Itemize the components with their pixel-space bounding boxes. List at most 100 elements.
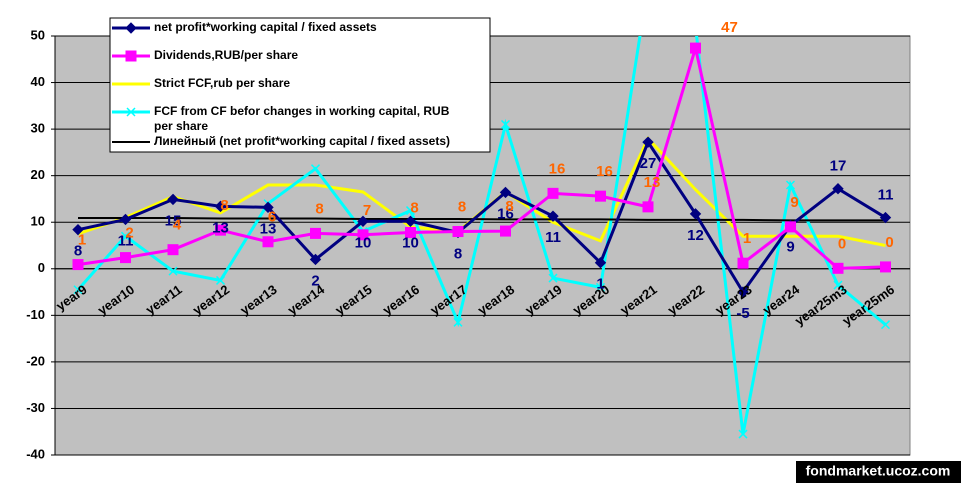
marker	[309, 253, 322, 266]
marker	[690, 42, 701, 54]
marker	[738, 429, 748, 439]
marker	[547, 210, 559, 222]
marker	[72, 223, 84, 236]
legend-label: Strict FCF,rub per share	[154, 76, 290, 90]
marker	[452, 226, 464, 238]
marker	[500, 119, 511, 129]
data-label: 1	[743, 230, 751, 247]
marker	[880, 320, 891, 330]
legend-label: FCF from CF befor changes in working cap…	[154, 104, 450, 133]
data-label: 9	[790, 194, 798, 211]
marker	[214, 200, 227, 213]
marker	[453, 317, 463, 327]
marker	[72, 259, 84, 271]
data-label: 9	[786, 238, 794, 255]
marker	[167, 244, 179, 256]
marker	[125, 50, 137, 62]
marker	[120, 252, 131, 264]
marker	[404, 215, 417, 227]
marker	[737, 257, 749, 269]
watermark-bg	[796, 461, 961, 483]
data-label: 47	[721, 19, 738, 36]
data-label: 11	[118, 232, 134, 249]
data-label: 7	[363, 202, 371, 219]
data-label: 8	[454, 245, 462, 262]
data-label: 10	[402, 234, 419, 251]
marker	[547, 187, 559, 199]
y-tick-label: -10	[26, 307, 45, 322]
marker	[262, 201, 274, 214]
data-label: 16	[497, 205, 514, 222]
marker	[832, 182, 844, 195]
data-label: 8	[505, 198, 513, 215]
marker	[310, 227, 321, 239]
data-label: 13	[644, 174, 661, 191]
marker	[357, 229, 369, 241]
marker	[357, 215, 369, 227]
marker	[548, 273, 558, 283]
marker	[215, 275, 226, 285]
legend-line: per share	[154, 119, 208, 133]
data-label: 13	[260, 220, 277, 237]
marker	[785, 180, 796, 190]
data-label: 16	[596, 163, 613, 180]
marker	[595, 282, 606, 292]
watermark: fondmarket.ucoz.com	[806, 463, 951, 479]
marker	[126, 107, 136, 117]
marker	[405, 206, 416, 216]
y-tick-label: 30	[31, 121, 45, 136]
data-label: 10	[355, 234, 372, 251]
marker	[125, 22, 137, 34]
legend-box	[109, 17, 491, 153]
y-tick-label: 10	[31, 214, 45, 229]
series-line	[77, 42, 886, 270]
data-label: 8	[74, 243, 82, 260]
marker	[120, 231, 131, 241]
data-label: -5	[736, 305, 749, 322]
series-line	[77, 138, 887, 295]
y-tick-label: 50	[31, 27, 45, 42]
data-label: 0	[838, 235, 846, 252]
y-tick-label: 20	[31, 167, 45, 182]
data-label: 12	[687, 227, 704, 244]
series-line	[78, 217, 886, 222]
marker	[310, 164, 321, 174]
series-lines	[72, 36, 892, 439]
marker	[405, 226, 416, 238]
data-label: 8	[410, 199, 418, 216]
marker	[785, 221, 796, 233]
legend-label: Линейный (net profit*working capital / f…	[154, 134, 450, 148]
marker	[642, 201, 654, 213]
marker	[833, 280, 843, 290]
y-tick-label: 40	[31, 74, 45, 89]
marker	[215, 224, 226, 236]
marker	[689, 208, 702, 220]
marker	[595, 190, 606, 202]
data-label: 8	[458, 199, 466, 216]
series-line	[76, 36, 887, 435]
data-label: 15	[165, 212, 182, 229]
data-label: 8	[315, 200, 323, 217]
y-tick-label: 0	[38, 260, 45, 275]
legend-label: Dividends,RUB/per share	[154, 48, 298, 62]
legend: net profit*working capital / fixed asset…	[109, 17, 491, 153]
data-label: 6	[268, 209, 276, 226]
marker	[500, 225, 511, 237]
marker	[167, 193, 179, 206]
data-label: 4	[173, 217, 182, 234]
legend-label: net profit*working capital / fixed asset…	[154, 20, 377, 34]
y-tick-label: -20	[26, 353, 45, 368]
data-label: 11	[878, 187, 894, 204]
marker	[262, 236, 274, 248]
data-label: 17	[830, 158, 847, 175]
y-tick-label: -40	[26, 446, 45, 461]
marker	[880, 261, 891, 273]
marker	[73, 285, 83, 295]
marker	[499, 186, 512, 199]
marker	[168, 266, 178, 276]
y-tick-label: -30	[26, 400, 45, 415]
marker	[119, 213, 132, 226]
data-label: 11	[545, 229, 561, 246]
legend-line: FCF from CF befor changes in working cap…	[154, 104, 450, 118]
